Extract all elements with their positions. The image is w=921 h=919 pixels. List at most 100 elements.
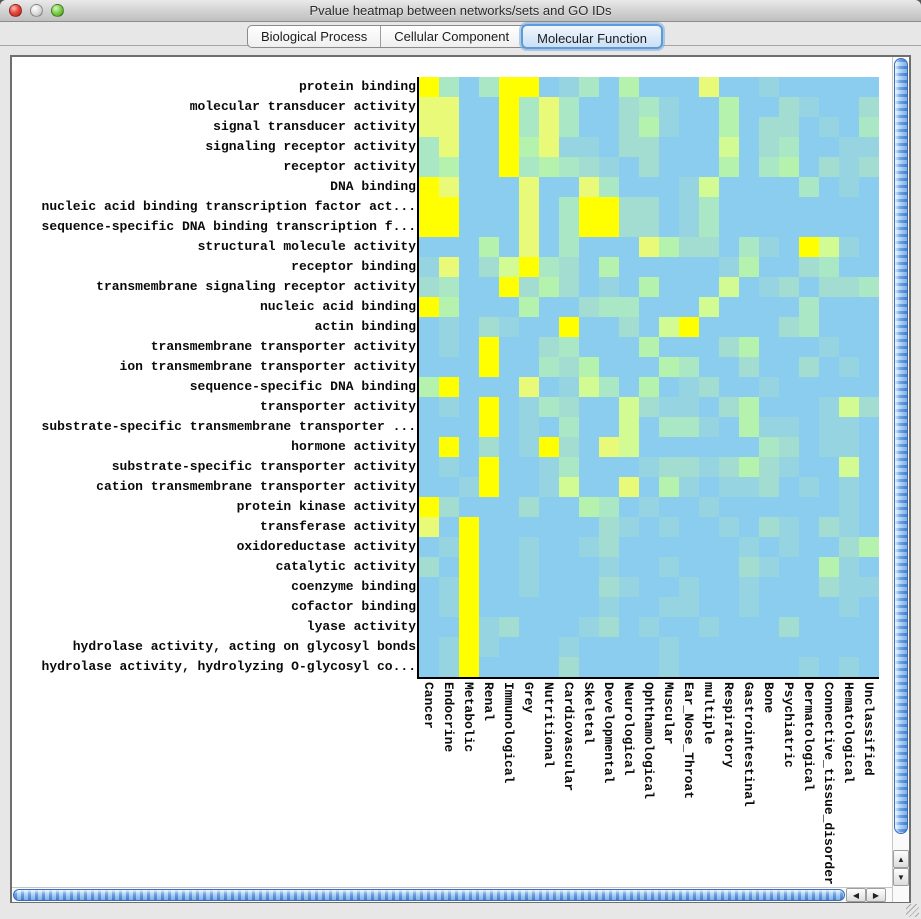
heatmap-cell	[639, 117, 659, 137]
heatmap-cell	[819, 317, 839, 337]
col-label: Renal	[481, 682, 496, 722]
heatmap-cell	[559, 157, 579, 177]
heatmap-cell	[419, 337, 439, 357]
heatmap-cell	[819, 477, 839, 497]
heatmap-cell	[699, 197, 719, 217]
heatmap-cell	[859, 557, 879, 577]
heatmap-cell	[699, 317, 719, 337]
col-label: Grey	[521, 682, 536, 714]
title-bar[interactable]: Pvalue heatmap between networks/sets and…	[0, 0, 921, 22]
row-label: structural molecule activity	[197, 239, 416, 254]
tab-biological-process[interactable]: Biological Process	[261, 29, 368, 44]
col-label: Unclassified	[861, 682, 876, 776]
heatmap-cell	[679, 237, 699, 257]
heatmap-cell	[559, 117, 579, 137]
heatmap-cell	[739, 377, 759, 397]
heatmap-cell	[419, 497, 439, 517]
row-label: transferase activity	[259, 519, 416, 534]
heatmap-cell	[659, 237, 679, 257]
minimize-button[interactable]	[30, 4, 43, 17]
heatmap-cell	[439, 537, 459, 557]
heatmap-cell	[819, 297, 839, 317]
heatmap-cell	[599, 477, 619, 497]
heatmap-cell	[479, 497, 499, 517]
heatmap-cell	[479, 77, 499, 97]
heatmap-cell	[619, 537, 639, 557]
heatmap-cell	[459, 557, 479, 577]
heatmap-cell	[619, 337, 639, 357]
heatmap-cell	[479, 317, 499, 337]
heatmap-cell	[719, 497, 739, 517]
heatmap-cell	[559, 597, 579, 617]
scroll-up-button[interactable]: ▲	[893, 850, 909, 868]
heatmap-cell	[479, 277, 499, 297]
heatmap-cell	[599, 277, 619, 297]
heatmap-cell	[519, 477, 539, 497]
heatmap-cell	[439, 457, 459, 477]
heatmap-cell	[539, 557, 559, 577]
heatmap-cell	[659, 337, 679, 357]
heatmap-cell	[539, 97, 559, 117]
heatmap-cell	[859, 497, 879, 517]
heatmap-cell	[799, 97, 819, 117]
heatmap-cell	[839, 97, 859, 117]
heatmap-cell	[439, 477, 459, 497]
heatmap-cell	[699, 577, 719, 597]
heatmap-cell	[719, 617, 739, 637]
zoom-button[interactable]	[51, 4, 64, 17]
heatmap-cell	[799, 377, 819, 397]
heatmap-cell	[479, 637, 499, 657]
heatmap-cell	[819, 657, 839, 677]
heatmap-cell	[659, 437, 679, 457]
heatmap-cell	[779, 117, 799, 137]
heatmap-cell	[559, 77, 579, 97]
heatmap-cell	[679, 457, 699, 477]
heatmap-cell	[819, 397, 839, 417]
close-button[interactable]	[9, 4, 22, 17]
heatmap-cell	[519, 137, 539, 157]
heatmap-cell	[419, 317, 439, 337]
col-label: Gastrointestinal	[741, 682, 756, 807]
heatmap-cell	[639, 277, 659, 297]
scroll-right-button[interactable]: ▶	[866, 888, 886, 902]
scroll-down-button[interactable]: ▼	[893, 868, 909, 886]
horizontal-scrollbar-thumb[interactable]	[13, 889, 845, 901]
heatmap-cell	[499, 337, 519, 357]
heatmap-cell	[819, 577, 839, 597]
vertical-scrollbar-thumb[interactable]	[894, 58, 908, 834]
heatmap-cell	[759, 597, 779, 617]
heatmap-cell	[859, 177, 879, 197]
heatmap-cell	[659, 637, 679, 657]
scroll-left-button[interactable]: ◀	[846, 888, 866, 902]
heatmap-cell	[779, 77, 799, 97]
heatmap-cell	[839, 577, 859, 597]
heatmap-cell	[559, 237, 579, 257]
heatmap-cell	[639, 177, 659, 197]
heatmap-cell	[659, 477, 679, 497]
tab-cellular-component[interactable]: Cellular Component	[380, 26, 522, 47]
heatmap-cell	[819, 177, 839, 197]
heatmap-cell	[619, 217, 639, 237]
heatmap-cell	[799, 397, 819, 417]
heatmap-cell	[639, 457, 659, 477]
heatmap-cell	[719, 657, 739, 677]
heatmap-cell	[499, 177, 519, 197]
horizontal-scrollbar[interactable]: ◀ ▶	[12, 887, 892, 902]
heatmap-cell	[819, 217, 839, 237]
heatmap-cell	[699, 417, 719, 437]
heatmap-cell	[859, 597, 879, 617]
heatmap-cell	[679, 557, 699, 577]
resize-grip-icon[interactable]	[906, 904, 919, 917]
heatmap-cell	[659, 257, 679, 277]
heatmap-cell	[559, 477, 579, 497]
heatmap-cell	[699, 437, 719, 457]
tab-molecular-function[interactable]: Molecular Function	[521, 24, 663, 49]
heatmap-cell	[479, 657, 499, 677]
heatmap-cell	[779, 177, 799, 197]
heatmap-cell	[739, 577, 759, 597]
heatmap-cell	[699, 157, 719, 177]
heatmap-cell	[499, 257, 519, 277]
heatmap-cell	[439, 417, 459, 437]
vertical-scrollbar[interactable]: ▲ ▼	[892, 57, 909, 902]
heatmap-cell	[639, 437, 659, 457]
